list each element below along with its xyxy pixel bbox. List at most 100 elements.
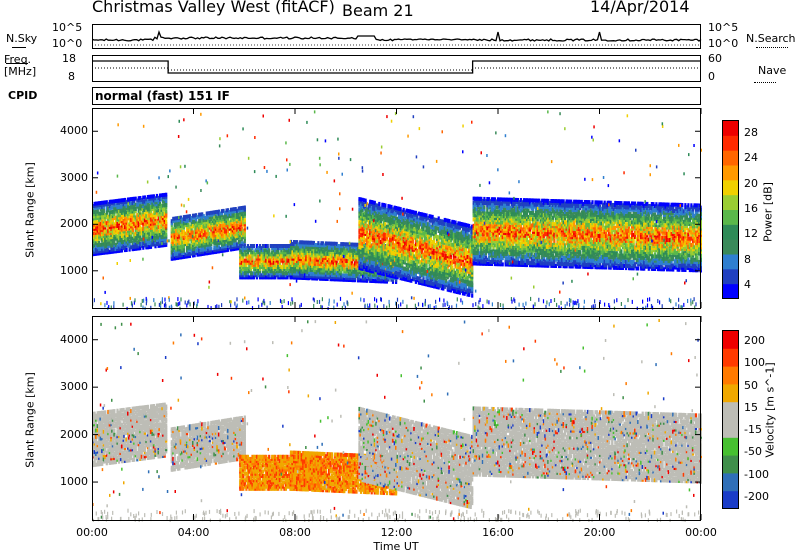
- heatmap-cell: [165, 209, 168, 214]
- heatmap-cell: [231, 234, 234, 239]
- heatmap-cell: [353, 248, 357, 253]
- heatmap-cell: [131, 230, 134, 235]
- heatmap-cell: [149, 209, 153, 214]
- heatmap-cell: [331, 254, 334, 259]
- heatmap-cell: [281, 269, 284, 274]
- heatmap-cell: [151, 225, 154, 230]
- heatmap-cell: [185, 229, 189, 234]
- heatmap-cell: [254, 265, 257, 269]
- heatmap-cell: [219, 211, 222, 216]
- heatmap-cell: [297, 261, 300, 266]
- heatmap-cell: [257, 271, 260, 276]
- heatmap-cell: [329, 245, 332, 250]
- heatmap-cell: [293, 256, 296, 261]
- heatmap-cell: [363, 219, 366, 224]
- heatmap-cell: [284, 265, 287, 269]
- heatmap-cell: [102, 204, 105, 209]
- heatmap-cell: [98, 203, 101, 208]
- heatmap-cell: [344, 273, 347, 278]
- heatmap-cell: [240, 208, 243, 213]
- heatmap-cell: [243, 275, 246, 280]
- heatmap-cell: [204, 228, 207, 233]
- heatmap-cell: [114, 232, 117, 237]
- heatmap-cell: [152, 213, 156, 218]
- heatmap-cell: [151, 240, 154, 245]
- heatmap-cell: [266, 267, 269, 272]
- heatmap-cell: [242, 220, 245, 225]
- nsearch-tick-high: 10^5: [708, 21, 738, 34]
- heatmap-cell: [120, 242, 124, 247]
- heatmap-cell: [149, 215, 153, 220]
- heatmap-cell: [294, 261, 297, 265]
- heatmap-cell: [207, 211, 210, 216]
- heatmap-cell: [159, 243, 162, 248]
- heatmap-cell: [317, 264, 320, 269]
- heatmap-cell: [142, 222, 145, 227]
- heatmap-cell: [340, 252, 343, 257]
- heatmap-cell: [92, 252, 95, 257]
- heatmap-cell: [299, 261, 302, 266]
- heatmap-cell: [114, 207, 117, 212]
- heatmap-cell: [111, 235, 114, 239]
- heatmap-cell: [225, 246, 228, 251]
- heatmap-cell: [289, 275, 293, 280]
- heatmap-cell: [346, 275, 349, 280]
- heatmap-cell: [237, 240, 240, 244]
- heatmap-cell: [217, 241, 221, 245]
- heatmap-cell: [340, 258, 343, 263]
- heatmap-cell: [148, 203, 151, 208]
- heatmap-cell: [134, 202, 137, 207]
- heatmap-cell: [125, 220, 128, 225]
- heatmap-cell: [268, 262, 271, 267]
- heatmap-cell: [284, 250, 287, 255]
- heatmap-cell: [239, 254, 242, 259]
- heatmap-cell: [98, 226, 101, 231]
- heatmap-cell: [338, 246, 341, 251]
- heatmap-cell: [289, 271, 293, 276]
- heatmap-cell: [343, 242, 346, 247]
- heatmap-cell: [308, 274, 311, 279]
- heatmap-cell: [111, 209, 114, 214]
- heatmap-cell: [210, 250, 213, 255]
- heatmap-cell: [297, 275, 300, 280]
- heatmap-cell: [328, 241, 331, 246]
- heatmap-cell: [346, 252, 349, 257]
- heatmap-cell: [271, 265, 274, 269]
- heatmap-cell: [120, 200, 124, 205]
- heatmap-cell: [236, 223, 239, 228]
- heatmap-cell: [334, 264, 337, 269]
- heatmap-cell: [248, 265, 251, 269]
- heatmap-cell: [299, 240, 302, 245]
- heatmap-cell: [220, 213, 224, 218]
- heatmap-cell: [178, 234, 181, 239]
- heatmap-cell: [220, 246, 224, 251]
- heatmap-cell: [358, 251, 361, 256]
- heatmap-cell: [369, 222, 372, 227]
- heatmap-cell: [320, 255, 323, 260]
- heatmap-cell: [284, 252, 287, 257]
- heatmap-cell: [277, 269, 280, 274]
- heatmap-cell: [231, 209, 234, 214]
- heatmap-cell: [152, 221, 156, 226]
- heatmap-cell: [306, 267, 309, 272]
- heatmap-cell: [151, 219, 154, 224]
- heatmap-cell: [381, 275, 384, 280]
- heatmap-cell: [242, 262, 245, 267]
- heatmap-cell: [93, 212, 96, 217]
- heatmap-cell: [294, 267, 297, 272]
- heatmap-cell: [220, 242, 224, 247]
- heatmap-cell: [337, 248, 340, 253]
- heatmap-cell: [101, 228, 104, 232]
- heatmap-cell: [352, 278, 355, 283]
- heatmap-cell: [344, 261, 347, 266]
- heatmap-cell: [165, 240, 168, 245]
- nave-label: Nave: [758, 64, 786, 77]
- heatmap-cell: [265, 252, 268, 257]
- heatmap-cell: [113, 228, 116, 233]
- heatmap-cell: [134, 234, 137, 239]
- heatmap-cell: [165, 236, 168, 241]
- heatmap-cell: [143, 201, 146, 206]
- heatmap-cell: [217, 232, 221, 237]
- heatmap-cell: [213, 222, 216, 227]
- heatmap-cell: [151, 204, 154, 209]
